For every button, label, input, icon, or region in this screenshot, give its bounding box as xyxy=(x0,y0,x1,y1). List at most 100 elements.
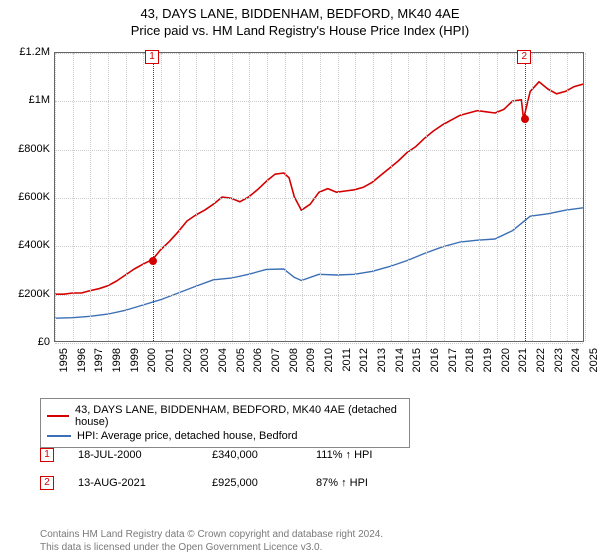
footer-line-1: Contains HM Land Registry data © Crown c… xyxy=(40,528,383,541)
gridline-v xyxy=(338,53,339,341)
series-line-hpi xyxy=(55,208,583,318)
gridline-v xyxy=(267,53,268,341)
gridline-h xyxy=(55,53,583,54)
x-axis-label: 2005 xyxy=(235,348,247,388)
gridline-v xyxy=(73,53,74,341)
legend-label: 43, DAYS LANE, BIDDENHAM, BEDFORD, MK40 … xyxy=(75,404,403,428)
gridline-v xyxy=(214,53,215,341)
gridline-h xyxy=(55,101,583,102)
gridline-v xyxy=(161,53,162,341)
x-axis-label: 2002 xyxy=(182,348,194,388)
y-axis-label: £800K xyxy=(18,143,50,155)
gridline-v xyxy=(444,53,445,341)
gridline-v xyxy=(232,53,233,341)
x-axis-label: 2001 xyxy=(164,348,176,388)
chart-svg xyxy=(55,53,583,341)
event-price: £925,000 xyxy=(212,477,292,489)
y-axis-label: £200K xyxy=(18,288,50,300)
x-axis-label: 2003 xyxy=(199,348,211,388)
x-axis-label: 2016 xyxy=(429,348,441,388)
x-axis-label: 2018 xyxy=(464,348,476,388)
x-axis-label: 2008 xyxy=(288,348,300,388)
gridline-v xyxy=(108,53,109,341)
gridline-v xyxy=(479,53,480,341)
gridline-v xyxy=(426,53,427,341)
y-axis-label: £1.2M xyxy=(19,46,50,58)
gridline-v xyxy=(567,53,568,341)
x-axis-label: 1997 xyxy=(93,348,105,388)
x-axis-label: 2009 xyxy=(305,348,317,388)
x-axis-label: 1995 xyxy=(58,348,70,388)
marker-dot xyxy=(149,257,157,265)
event-row: 2 13-AUG-2021 £925,000 87% ↑ HPI xyxy=(40,472,560,500)
x-axis-label: 1999 xyxy=(129,348,141,388)
y-axis-label: £0 xyxy=(38,336,50,348)
gridline-v xyxy=(408,53,409,341)
event-hpi: 87% ↑ HPI xyxy=(316,477,416,489)
gridline-h xyxy=(55,246,583,247)
marker-vline xyxy=(525,53,526,341)
chart-area: £0 £200K £400K £600K £800K £1M £1.2M 1995 1996 19… xyxy=(0,48,600,388)
x-axis-label: 2015 xyxy=(411,348,423,388)
gridline-v xyxy=(373,53,374,341)
event-date: 13-AUG-2021 xyxy=(78,477,188,489)
gridline-h xyxy=(55,150,583,151)
series-line-price_paid xyxy=(55,82,583,294)
gridline-v xyxy=(179,53,180,341)
event-price: £340,000 xyxy=(212,449,292,461)
gridline-v xyxy=(55,53,56,341)
y-axis-label: £1M xyxy=(29,94,50,106)
title-address: 43, DAYS LANE, BIDDENHAM, BEDFORD, MK40 … xyxy=(0,6,600,21)
legend-row: HPI: Average price, detached house, Bedf… xyxy=(47,429,403,443)
x-axis-label: 2010 xyxy=(323,348,335,388)
gridline-v xyxy=(355,53,356,341)
gridline-v xyxy=(532,53,533,341)
gridline-h xyxy=(55,198,583,199)
event-marker: 1 xyxy=(40,448,54,462)
x-axis-label: 2014 xyxy=(394,348,406,388)
legend-label: HPI: Average price, detached house, Bedf… xyxy=(77,430,298,442)
x-axis-label: 1996 xyxy=(76,348,88,388)
gridline-h xyxy=(55,295,583,296)
gridline-v xyxy=(249,53,250,341)
title-block: 43, DAYS LANE, BIDDENHAM, BEDFORD, MK40 … xyxy=(0,0,600,38)
footer-attribution: Contains HM Land Registry data © Crown c… xyxy=(40,528,383,554)
x-axis-label: 2011 xyxy=(341,348,353,388)
marker-box: 2 xyxy=(517,50,531,64)
events-table: 1 18-JUL-2000 £340,000 111% ↑ HPI 2 13-AUG-20… xyxy=(40,444,560,500)
x-axis-label: 2023 xyxy=(553,348,565,388)
gridline-v xyxy=(90,53,91,341)
gridline-v xyxy=(285,53,286,341)
x-axis-label: 2013 xyxy=(376,348,388,388)
gridline-h xyxy=(55,343,583,344)
event-hpi: 111% ↑ HPI xyxy=(316,449,416,461)
legend: 43, DAYS LANE, BIDDENHAM, BEDFORD, MK40 … xyxy=(40,398,410,448)
marker-box: 1 xyxy=(145,50,159,64)
y-axis-label: £400K xyxy=(18,239,50,251)
legend-swatch xyxy=(47,435,71,437)
x-axis-label: 2025 xyxy=(588,348,600,388)
marker-vline xyxy=(153,53,154,341)
x-axis-label: 2006 xyxy=(252,348,264,388)
x-axis-label: 2021 xyxy=(517,348,529,388)
event-marker: 2 xyxy=(40,476,54,490)
gridline-v xyxy=(302,53,303,341)
legend-swatch xyxy=(47,415,69,417)
gridline-v xyxy=(196,53,197,341)
x-axis-label: 2020 xyxy=(500,348,512,388)
x-axis-label: 2024 xyxy=(570,348,582,388)
gridline-v xyxy=(391,53,392,341)
x-axis-label: 1998 xyxy=(111,348,123,388)
gridline-v xyxy=(126,53,127,341)
event-date: 18-JUL-2000 xyxy=(78,449,188,461)
event-row: 1 18-JUL-2000 £340,000 111% ↑ HPI xyxy=(40,444,560,472)
gridline-v xyxy=(320,53,321,341)
x-axis-label: 2019 xyxy=(482,348,494,388)
x-axis-label: 2000 xyxy=(146,348,158,388)
gridline-v xyxy=(550,53,551,341)
gridline-v xyxy=(585,53,586,341)
x-axis-label: 2017 xyxy=(447,348,459,388)
title-subtitle: Price paid vs. HM Land Registry's House … xyxy=(0,23,600,38)
y-axis-label: £600K xyxy=(18,191,50,203)
x-axis-label: 2012 xyxy=(358,348,370,388)
